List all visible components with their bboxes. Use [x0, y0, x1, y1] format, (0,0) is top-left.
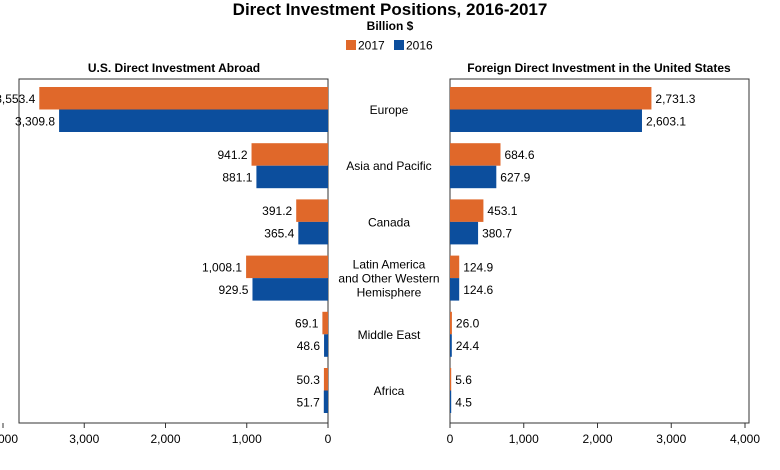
value-label-abroad-2017-2: 391.2: [262, 204, 292, 218]
value-label-abroad-2016-4: 48.6: [297, 339, 321, 353]
chart-subtitle: Billion $: [367, 19, 414, 33]
chart-title: Direct Investment Positions, 2016-2017: [233, 0, 548, 19]
value-label-abroad-2017-5: 50.3: [297, 373, 321, 387]
tick-label-us-2: 2,000: [582, 432, 612, 446]
bar-us-2017-4: [450, 311, 452, 335]
bar-abroad-2017-5: [323, 368, 328, 391]
legend-label-2016: 2016: [406, 39, 433, 53]
tick-label-us-3: 3,000: [656, 432, 686, 446]
value-label-us-2017-5: 5.6: [455, 373, 472, 387]
bar-us-2017-2: [450, 199, 484, 222]
bar-us-2016-4: [450, 334, 452, 357]
legend-swatch-2016: [394, 40, 404, 50]
bar-abroad-2016-1: [256, 165, 328, 189]
left-panel-title: U.S. Direct Investment Abroad: [88, 61, 260, 75]
left-plot-frame: [18, 78, 329, 424]
value-label-us-2017-3: 124.9: [463, 260, 493, 274]
tick-label-us-1: 1,000: [509, 432, 539, 446]
bar-abroad-2017-2: [296, 199, 328, 222]
value-label-us-2016-3: 124.6: [463, 283, 493, 297]
value-label-abroad-2016-1: 881.1: [222, 170, 252, 184]
right-panel-title: Foreign Direct Investment in the United …: [467, 61, 731, 75]
bar-us-2017-5: [450, 368, 452, 391]
bar-us-2016-0: [450, 109, 642, 132]
value-label-us-2017-1: 684.6: [504, 148, 534, 162]
legend: 2017 2016: [346, 39, 433, 53]
bar-abroad-2017-0: [39, 87, 328, 110]
bar-abroad-2016-4: [324, 334, 328, 357]
bar-us-2016-2: [450, 221, 479, 245]
bar-us-2017-3: [450, 255, 460, 279]
tick-label-abroad-0: 4,000: [0, 432, 18, 446]
value-label-abroad-2016-2: 365.4: [264, 227, 294, 241]
bar-us-2017-1: [450, 143, 501, 166]
value-label-us-2017-0: 2,731.3: [655, 92, 695, 106]
value-label-abroad-2017-4: 69.1: [295, 317, 319, 331]
bar-abroad-2016-3: [252, 278, 328, 301]
category-label-1-0: Asia and Pacific: [346, 159, 431, 173]
value-label-abroad-2016-5: 51.7: [296, 395, 320, 409]
value-label-us-2017-2: 453.1: [487, 204, 517, 218]
value-label-us-2016-2: 380.7: [482, 227, 512, 241]
value-label-us-2016-5: 4.5: [455, 395, 472, 409]
bar-us-2017-0: [450, 87, 652, 110]
value-label-abroad-2017-3: 1,008.1: [202, 260, 242, 274]
right-plot-frame: [449, 78, 750, 424]
value-label-us-2016-1: 627.9: [500, 170, 530, 184]
bar-us-2016-1: [450, 165, 497, 189]
value-label-abroad-2016-3: 929.5: [218, 283, 248, 297]
tick-label-us-0: 0: [447, 432, 454, 446]
bar-abroad-2017-1: [251, 143, 328, 166]
bar-us-2016-3: [450, 278, 460, 301]
tick-label-us-4: 4,000: [730, 432, 760, 446]
bar-abroad-2017-4: [322, 311, 328, 335]
value-label-abroad-2016-0: 3,309.8: [15, 114, 55, 128]
category-label-5-0: Africa: [374, 384, 405, 398]
legend-label-2017: 2017: [358, 39, 385, 53]
category-label-3-1: and Other Western: [338, 272, 439, 286]
value-label-us-2016-0: 2,603.1: [646, 114, 686, 128]
category-label-4-0: Middle East: [358, 328, 421, 342]
bar-abroad-2016-5: [323, 390, 328, 413]
tick-label-abroad-4: 0: [325, 432, 332, 446]
category-label-3-2: Hemisphere: [357, 286, 422, 300]
bar-abroad-2016-2: [298, 221, 328, 245]
bar-us-2016-5: [450, 390, 452, 413]
value-label-abroad-2017-0: 3,553.4: [0, 92, 36, 106]
value-label-us-2016-4: 24.4: [456, 339, 480, 353]
tick-label-abroad-3: 1,000: [232, 432, 262, 446]
tick-label-abroad-2: 2,000: [150, 432, 180, 446]
category-label-2-0: Canada: [368, 215, 410, 229]
value-label-us-2017-4: 26.0: [456, 317, 480, 331]
tick-label-abroad-1: 3,000: [69, 432, 99, 446]
legend-swatch-2017: [346, 40, 356, 50]
category-label-3-0: Latin America: [353, 258, 426, 272]
bar-abroad-2016-0: [59, 109, 329, 132]
category-label-0-0: Europe: [370, 103, 409, 117]
bar-abroad-2017-3: [246, 255, 328, 279]
value-label-abroad-2017-1: 941.2: [217, 148, 247, 162]
